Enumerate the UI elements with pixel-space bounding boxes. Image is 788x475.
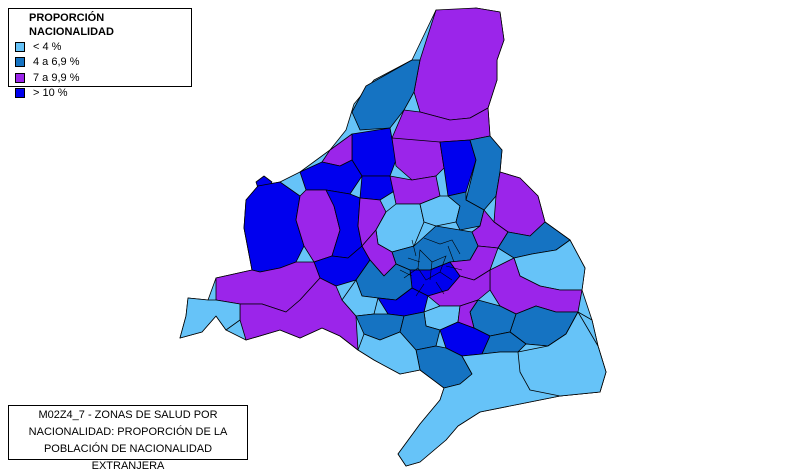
zone-south-5: [517, 311, 607, 397]
caption-line: POBLACIÓN DE NACIONALIDAD EXTRANJERA: [43, 443, 213, 472]
legend-item: 7 a 9,9 %: [15, 70, 185, 86]
legend-swatch: [15, 72, 25, 83]
zone-sw-3: [179, 297, 241, 339]
zone-north-1: [413, 7, 505, 121]
legend-swatch: [15, 41, 25, 52]
zone-core-13: [457, 299, 479, 329]
caption-line: NACIONALIDAD: PROPORCIÓN DE LA: [28, 426, 228, 438]
legend-title: PROPORCIÓN NACIONALIDAD: [29, 12, 114, 38]
city-zone-lines: [399, 237, 463, 297]
legend-label: 7 a 9,9 %: [33, 71, 80, 84]
zone-north-4: [351, 127, 397, 177]
legend-item: 4 a 6,9 %: [15, 55, 185, 71]
zone-nw-1: [321, 133, 353, 167]
legend-label: < 4 %: [33, 40, 62, 53]
zone-east-1: [493, 171, 546, 237]
legend-label: > 10 %: [33, 87, 68, 100]
legend-swatch: [15, 57, 25, 68]
zone-sw-2: [239, 277, 359, 351]
zone-nw-3: [359, 175, 397, 201]
caption-line: M02Z4_7 - ZONAS DE SALUD POR: [38, 409, 218, 421]
legend-item: > 10 %: [15, 86, 185, 102]
zone-west-1: [243, 181, 305, 273]
zone-south-2: [357, 331, 421, 375]
legend-label: 4 a 6,9 %: [33, 56, 80, 69]
map-caption: M02Z4_7 - ZONAS DE SALUD POR NACIONALIDA…: [8, 405, 248, 472]
legend-swatch: [15, 88, 25, 99]
map-legend: PROPORCIÓN NACIONALIDAD < 4 % 4 a 6,9 % …: [8, 8, 192, 99]
legend-item: < 4 %: [15, 39, 185, 55]
